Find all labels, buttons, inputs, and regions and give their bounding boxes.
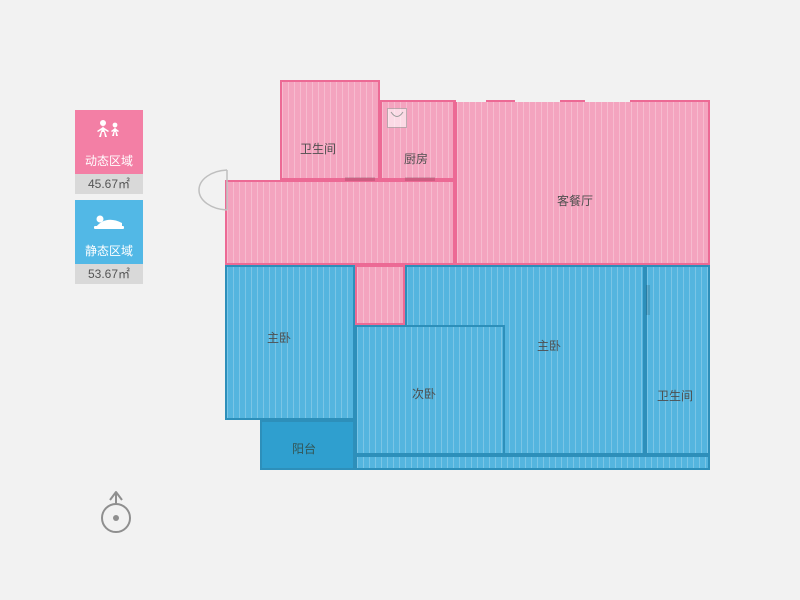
compass-icon xyxy=(96,490,136,540)
legend-dynamic-value: 45.67㎡ xyxy=(75,174,143,194)
zone-master-left: 主卧 xyxy=(225,265,355,420)
zone-balcony: 阳台 xyxy=(260,420,355,470)
zone-secondary: 次卧 xyxy=(355,325,505,455)
legend-dynamic-label: 动态区域 xyxy=(75,152,143,174)
door-marker xyxy=(646,285,650,315)
label-secondary: 次卧 xyxy=(412,385,436,402)
window-gap xyxy=(515,92,560,102)
zone-living-dining: 客餐厅 xyxy=(455,100,710,265)
zone-bottom-strip xyxy=(355,455,710,470)
label-balcony: 阳台 xyxy=(292,440,316,457)
legend-static: 静态区域 53.67㎡ xyxy=(75,200,143,284)
label-kitchen: 厨房 xyxy=(404,150,428,167)
zone-bathroom-top: 卫生间 xyxy=(280,80,380,180)
label-bathroom-right: 卫生间 xyxy=(657,387,693,404)
door-marker xyxy=(405,177,435,181)
legend-static-label: 静态区域 xyxy=(75,242,143,264)
zone-corridor-stub xyxy=(355,265,405,325)
window-gap xyxy=(585,92,630,102)
label-master-right: 主卧 xyxy=(537,337,561,354)
window-gap xyxy=(456,92,486,102)
label-bathroom-top: 卫生间 xyxy=(300,140,336,157)
floor-plan: 客餐厅 卫生间 厨房 主卧 主卧 次卧 卫生间 阳台 xyxy=(225,80,725,480)
entry-door-icon xyxy=(195,168,229,212)
legend-dynamic: 动态区域 45.67㎡ xyxy=(75,110,143,194)
zone-bathroom-right: 卫生间 xyxy=(645,265,710,455)
people-icon xyxy=(75,110,143,152)
drain-marker-icon xyxy=(387,108,407,128)
legend-static-value: 53.67㎡ xyxy=(75,264,143,284)
zone-corridor xyxy=(225,180,455,265)
label-master-left: 主卧 xyxy=(267,329,291,346)
sleep-icon xyxy=(75,200,143,242)
zone-kitchen: 厨房 xyxy=(380,100,455,180)
label-living-dining: 客餐厅 xyxy=(557,192,593,209)
door-marker xyxy=(345,177,375,181)
